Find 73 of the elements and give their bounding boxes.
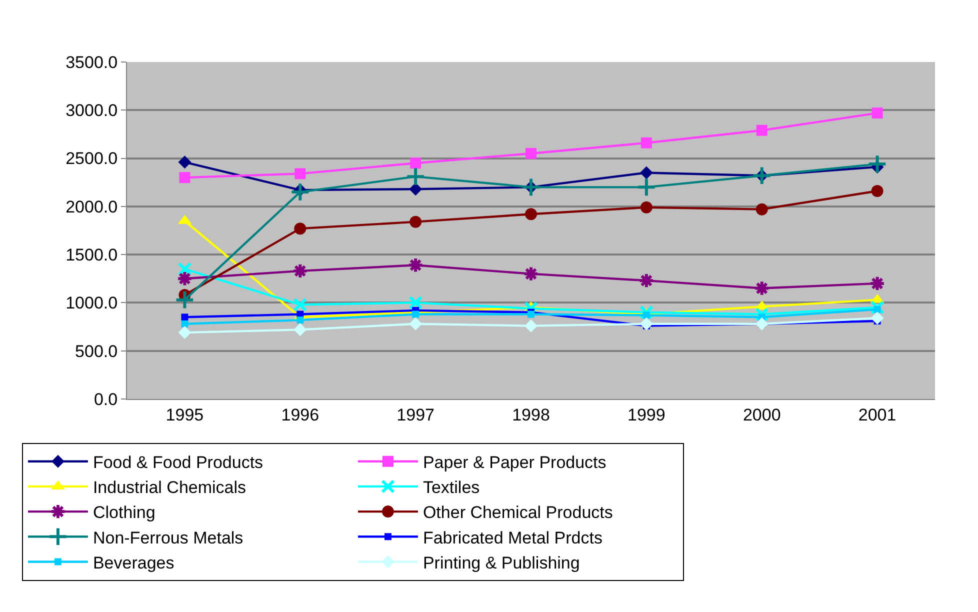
point [294,168,306,180]
y-tick-label: 3500.0 [66,52,118,72]
y-tick-label: 1500.0 [66,246,118,265]
x-tick-label: 1998 [512,405,550,424]
point [410,158,422,169]
y-tick-label: 2500.0 [66,149,118,168]
point [178,156,192,169]
point [754,307,769,322]
point [178,326,192,340]
point [409,182,422,196]
point [525,208,537,220]
point [755,317,768,330]
point [640,201,652,214]
legend-label: Non-Ferrous Metals [92,528,244,548]
point [407,257,424,274]
legend-label: Industrial Chemicals [92,478,246,498]
legend-label: Beverages [92,553,174,572]
legend-label: Other Chemical Products [422,503,613,522]
y-tick-label: 500.0 [75,342,118,361]
point [179,172,190,184]
x-tick-label: 1999 [628,405,666,424]
point [521,177,541,198]
point [640,137,652,148]
point [290,182,310,202]
point [870,312,884,325]
point [174,290,195,310]
point [640,317,653,330]
point [412,310,420,318]
legend-label: Textiles [422,478,480,498]
legend-label: Food & Food Products [92,452,264,472]
y-tick-label: 0.0 [94,390,118,409]
legend-label: Clothing [92,503,156,522]
legend-label: Paper & Paper Products [422,452,606,472]
point [406,166,426,186]
point [181,320,188,328]
point [752,166,772,186]
point [640,166,653,180]
x-tick-label: 1997 [396,405,434,424]
legend-label: Printing & Publishing [422,553,580,572]
point [294,323,307,336]
point [181,314,188,321]
y-tick-label: 1000.0 [66,294,118,313]
y-tick-label: 2000.0 [66,197,118,216]
point [756,124,768,136]
point [869,275,886,292]
point [409,317,422,330]
point [294,222,306,235]
point [867,154,888,174]
x-tick-label: 1995 [166,405,204,424]
y-tick-label: 3000.0 [66,101,118,120]
point [296,316,304,324]
point [874,306,881,313]
point [638,272,655,289]
point [410,216,422,228]
point [636,177,656,198]
point [522,266,540,282]
point [293,298,308,312]
point [639,305,654,320]
x-tick-label: 1996 [281,405,320,424]
point [526,148,536,159]
point [178,262,192,276]
point [524,319,538,332]
point [756,203,768,216]
point [871,185,884,198]
x-tick-label: 2000 [742,405,781,424]
legend-label: Fabricated Metal Prdcts [422,528,602,548]
point [870,300,884,315]
point [176,270,193,287]
x-tick-label: 2001 [858,405,896,424]
point [408,296,423,310]
point [292,262,308,280]
point [754,280,770,296]
point [872,108,883,119]
